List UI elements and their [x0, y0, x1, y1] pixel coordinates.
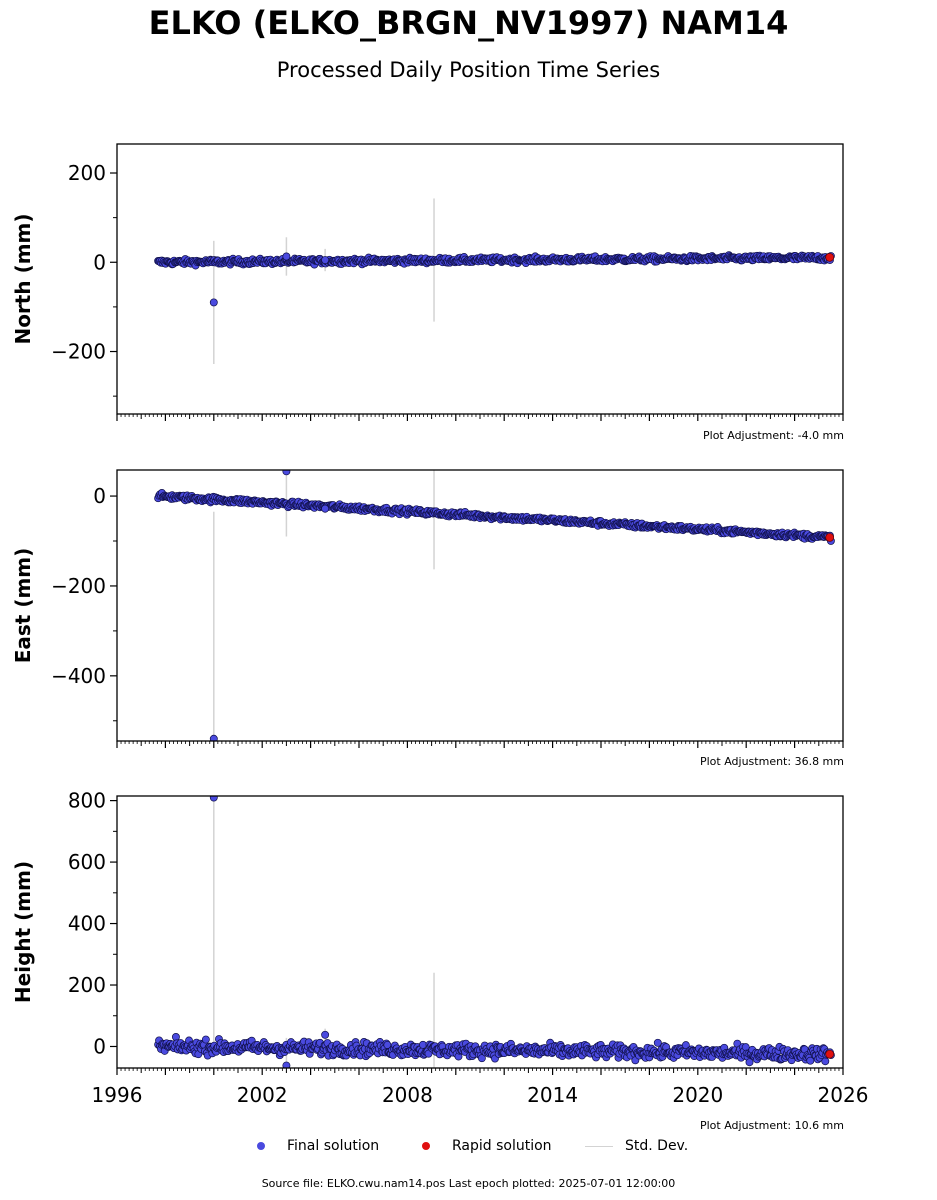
- source-note: Source file: ELKO.cwu.nam14.pos Last epo…: [261, 1177, 676, 1190]
- final-solution-outlier-point: [321, 1030, 330, 1039]
- legend-final-label: Final solution: [287, 1138, 380, 1154]
- legend-std-label: Std. Dev.: [625, 1138, 689, 1154]
- final-solution-outlier-point: [209, 298, 218, 307]
- x-tick-label: 2026: [818, 1083, 869, 1107]
- y-tick-label: 800: [68, 789, 106, 813]
- chart-title: ELKO (ELKO_BRGN_NV1997) NAM14: [148, 4, 789, 42]
- y-tick-label: −400: [51, 664, 106, 688]
- y-tick-label: 0: [93, 1034, 106, 1058]
- final-solution-point: [681, 1041, 690, 1050]
- final-solution-point: [201, 1035, 210, 1044]
- final-solution-point: [821, 1057, 830, 1066]
- y-tick-label: 200: [68, 161, 106, 185]
- rapid-solution-point: [825, 1049, 835, 1059]
- final-solution-point: [741, 1043, 750, 1052]
- legend: Final solution Rapid solution Std. Dev.: [0, 1138, 937, 1158]
- chart-subtitle: Processed Daily Position Time Series: [276, 58, 661, 82]
- final-solution-outlier-point: [282, 1061, 291, 1068]
- final-solution-point: [806, 1056, 815, 1065]
- north-axis-label: North (mm): [11, 213, 35, 344]
- y-tick-label: 600: [68, 850, 106, 874]
- north-plot-adjustment: Plot Adjustment: -4.0 mm: [703, 429, 844, 442]
- north-panel: 200 0 −200 North (mm): [11, 143, 844, 421]
- legend-std: Std. Dev.: [585, 1138, 688, 1154]
- x-tick-label: 2002: [237, 1083, 288, 1107]
- height-axis-label: Height (mm): [11, 861, 35, 1003]
- rapid-solution-point: [825, 533, 835, 542]
- height-plot-area: [154, 796, 835, 1068]
- height-panel: 800 600 400 200 0 1996 2002 2008 2014 2020 2026 Hei…: [11, 789, 869, 1107]
- east-panel: 0 −200 −400 East (mm): [11, 469, 844, 748]
- final-solution-point: [171, 1032, 180, 1041]
- final-solution-marker-icon: [257, 1142, 265, 1150]
- y-tick-label: 0: [93, 250, 106, 274]
- x-tick-label: 1996: [92, 1083, 143, 1107]
- final-solution-outlier-point: [282, 252, 291, 261]
- y-tick-label: 0: [93, 484, 106, 508]
- x-tick-label: 2014: [527, 1083, 578, 1107]
- north-plot-area: [154, 198, 835, 365]
- east-frame: [116, 469, 844, 742]
- east-plot-area: [154, 470, 835, 741]
- legend-rapid: Rapid solution: [422, 1138, 552, 1154]
- y-tick-label: 400: [68, 912, 106, 936]
- legend-rapid-label: Rapid solution: [452, 1138, 552, 1154]
- height-frame: [116, 795, 844, 1069]
- rapid-solution-point: [825, 253, 835, 262]
- east-plot-adjustment: Plot Adjustment: 36.8 mm: [699, 755, 844, 768]
- final-solution-point: [653, 1038, 662, 1047]
- legend-final: Final solution: [257, 1138, 379, 1154]
- final-solution-point: [418, 1040, 427, 1049]
- rapid-solution-marker-icon: [422, 1142, 430, 1150]
- east-axis-label: East (mm): [11, 548, 35, 664]
- north-frame: [116, 143, 844, 415]
- final-solution-point: [477, 1054, 486, 1063]
- final-solution-point: [745, 1058, 754, 1067]
- final-solution-outlier-point: [282, 470, 291, 476]
- final-solution-outlier-point: [321, 504, 330, 513]
- y-tick-label: −200: [51, 574, 106, 598]
- final-solution-outlier-point: [209, 796, 218, 802]
- x-tick-label: 2020: [672, 1083, 723, 1107]
- final-solution-outlier-point: [321, 256, 330, 264]
- final-solution-outlier-point: [209, 734, 218, 741]
- y-tick-label: 200: [68, 973, 106, 997]
- height-plot-adjustment: Plot Adjustment: 10.6 mm: [699, 1119, 844, 1132]
- x-tick-label: 2008: [382, 1083, 433, 1107]
- y-tick-label: −200: [51, 340, 106, 364]
- std-dev-line-icon: [585, 1145, 613, 1147]
